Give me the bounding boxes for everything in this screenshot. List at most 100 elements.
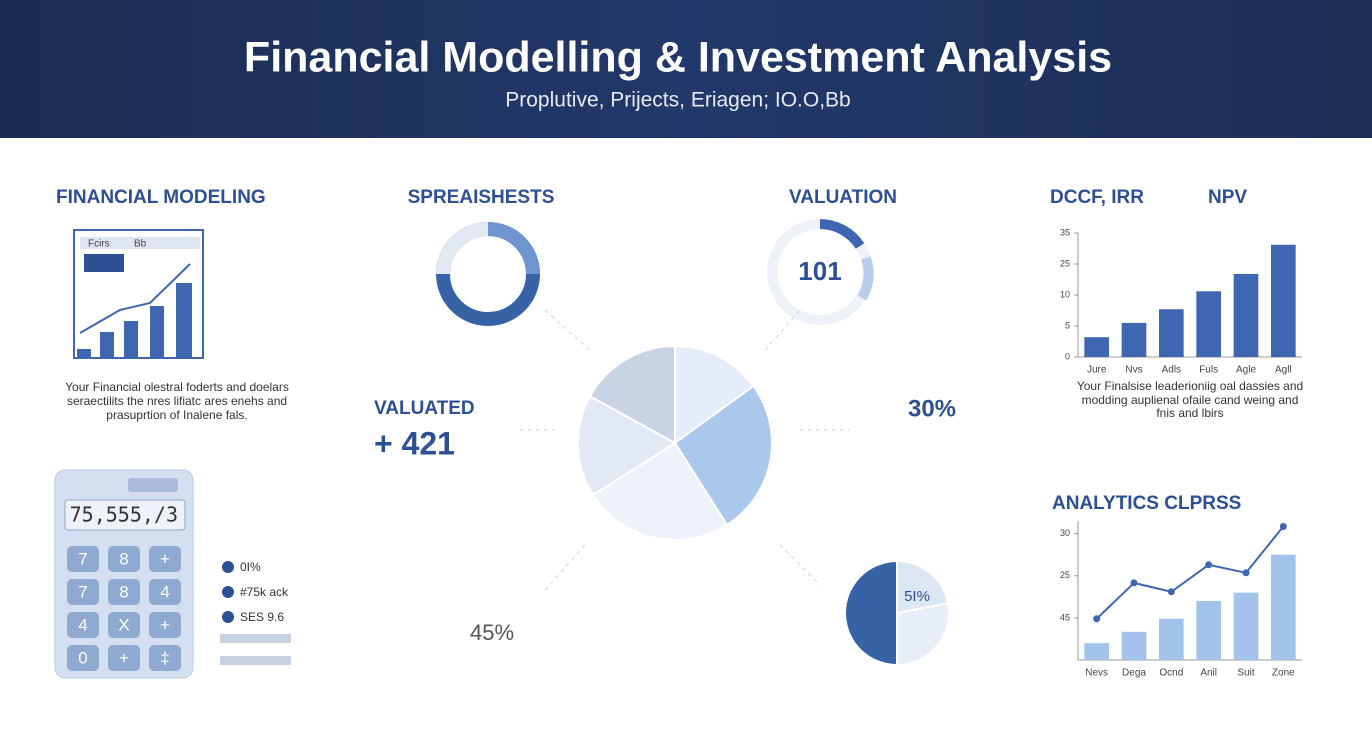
title: Financial Modelling & Investment Analysi… (244, 33, 1112, 81)
x-tick-label: Jure (1087, 365, 1107, 376)
heading: VALUATION (789, 187, 897, 208)
calc-key (149, 546, 181, 572)
calc-key-label: + (119, 648, 129, 667)
calc-key-label: 4 (78, 615, 87, 634)
screen-bar (124, 321, 138, 357)
screen-label: Fcirs (88, 239, 110, 250)
calc-key (67, 612, 99, 638)
calc-key (108, 579, 140, 605)
check-bar (220, 656, 291, 665)
calc-key-label: X (118, 615, 129, 634)
calc-key-label: 7 (78, 582, 87, 601)
calc-key-label: ‡ (160, 648, 169, 667)
pie-slice (674, 344, 755, 445)
x-tick-label: Anil (1200, 668, 1217, 679)
screen-bar (100, 332, 114, 357)
calc-key-label: 4 (160, 582, 169, 601)
gauge-value: 101 (798, 256, 841, 286)
calc-key (149, 645, 181, 671)
donut-segment (487, 222, 540, 275)
pie-slice (588, 344, 676, 445)
pie-slice (844, 559, 898, 667)
y-tick-label: 30 (1060, 528, 1070, 538)
calc-key-label: + (160, 549, 170, 568)
x-tick-label: Adls (1162, 365, 1181, 376)
desc: Your Financial olestral foderts and doel… (65, 380, 289, 394)
point (1205, 561, 1213, 569)
screen-bar (176, 283, 192, 357)
x-tick-label: Ocnd (1159, 668, 1183, 679)
x-tick-label: Suit (1237, 668, 1254, 679)
calc-key (67, 645, 99, 671)
calc-key-label: + (160, 615, 170, 634)
heading: ANALYTICS CLPRSS (1052, 493, 1241, 514)
desc: seraectilits the nres lifiatc ares enehs… (67, 394, 287, 408)
check-text: 0I% (240, 560, 261, 574)
screen-bar (80, 237, 200, 249)
calc-key-label: 0 (78, 648, 87, 667)
bar (1084, 643, 1109, 660)
calc-keys: 7 8 +7 8 4 4 X +0 + ‡ (67, 546, 181, 671)
check-text: #75k ack (240, 585, 289, 599)
bar (1233, 273, 1259, 357)
calc-key-label: 8 (119, 582, 128, 601)
subtitle: Proplutive, Prijects, Eriagen; IO.O,Bb (505, 89, 850, 112)
gauge-segment (819, 219, 865, 249)
bar (1271, 554, 1296, 660)
gauge-segment (857, 256, 874, 301)
bar (1121, 631, 1147, 660)
calc-display (64, 499, 186, 531)
point (1167, 588, 1175, 596)
y-tick-label: 25 (1060, 258, 1070, 268)
calc-key (149, 612, 181, 638)
bar (1159, 618, 1184, 660)
screen-bar (77, 349, 91, 357)
calc-key (67, 579, 99, 605)
calc-key (108, 612, 140, 638)
point (1242, 569, 1250, 577)
bar (1196, 291, 1221, 357)
calc-display-text: 75,555,/3 (70, 503, 178, 527)
point (1130, 579, 1138, 587)
desc: Your Finalsise leaderioniig oal dassies … (1077, 379, 1303, 393)
pie-slice (896, 559, 950, 615)
pie-slice (673, 384, 773, 527)
y-tick-label: 35 (1060, 227, 1070, 237)
screen-block (84, 254, 124, 272)
donut-segment (436, 222, 489, 275)
screen-bar (150, 306, 164, 357)
calc-key-label: 7 (78, 549, 87, 568)
screen-line (79, 263, 191, 334)
y-tick-label: 45 (1060, 612, 1070, 622)
pie-slice (896, 602, 950, 667)
heading: FINANCIAL MODELING (56, 187, 266, 208)
pie-slice (577, 394, 677, 497)
x-tick-label: Dega (1122, 668, 1146, 679)
bar (1196, 601, 1221, 660)
bar (1271, 244, 1296, 357)
pct: 30% (908, 395, 956, 422)
y-tick-label: 5 (1065, 320, 1070, 330)
x-tick-label: Fuls (1199, 365, 1218, 376)
y-tick-label: 0 (1065, 351, 1070, 361)
point (1279, 522, 1287, 530)
x-tick-label: Nevs (1085, 668, 1108, 679)
calc-key (149, 579, 181, 605)
pie-label: 5I% (904, 588, 930, 605)
calc-key-label: 8 (119, 549, 128, 568)
heading: SPREAISHESTS (408, 187, 555, 208)
desc: modding auplienal ofaile cand weing and (1082, 393, 1299, 407)
screen-label: Bb (134, 239, 147, 250)
x-tick-label: Agll (1275, 365, 1292, 376)
check-text: SES 9.6 (240, 610, 284, 624)
y-tick-label: 25 (1060, 570, 1070, 580)
pct: 45% (470, 620, 514, 645)
connectors (520, 309, 850, 591)
calc-button (128, 478, 178, 492)
check-bar (220, 634, 291, 643)
calc-key (108, 546, 140, 572)
x-tick-label: Zone (1272, 668, 1295, 679)
line (1095, 525, 1285, 620)
